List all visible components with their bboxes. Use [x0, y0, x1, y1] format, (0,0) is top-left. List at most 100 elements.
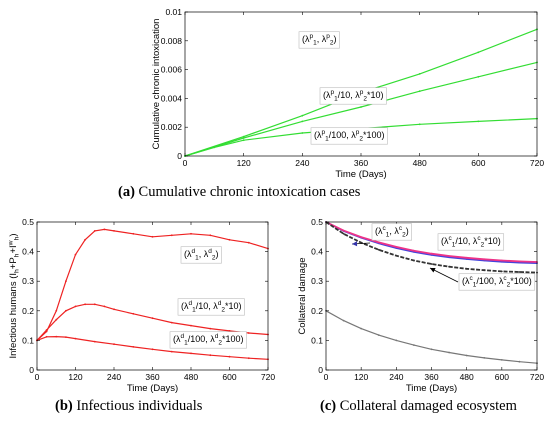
x-tick-label-c: 360 — [424, 372, 438, 382]
data-point-b-3-13 — [247, 357, 250, 360]
data-point-c-2-8 — [465, 256, 468, 259]
y-tick-label-c: 0.1 — [311, 335, 323, 345]
series-label-box-a-2 — [319, 87, 387, 105]
data-point-a-1-4 — [418, 73, 421, 75]
x-tick-label-b: 480 — [184, 372, 198, 382]
data-point-b-1-11 — [170, 234, 173, 237]
data-point-a-3-3 — [301, 132, 304, 134]
data-point-b-1-5 — [84, 238, 86, 241]
data-point-c-4-6 — [430, 348, 433, 351]
data-point-c-2-7 — [448, 255, 450, 257]
y-tick-label-b: 0.3 — [22, 276, 34, 286]
caption-a-letter: (a) — [118, 184, 135, 200]
data-point-b-1-6 — [93, 230, 96, 232]
plot-area-c — [325, 221, 538, 371]
series-label-c-2: (λc1/10, λc2*10) — [441, 235, 501, 248]
caption-b: (b) Infectious individuals — [55, 398, 202, 415]
data-point-c-2-6 — [430, 252, 433, 255]
data-point-c-4-2 — [360, 327, 363, 330]
series-label-box-c-3 — [458, 273, 536, 291]
data-point-b-1-13 — [209, 234, 212, 237]
label-arrow-c-3 — [429, 267, 459, 283]
caption-b-letter: (b) — [55, 398, 73, 414]
series-line-b-1 — [36, 228, 269, 341]
data-point-b-2-11 — [170, 321, 173, 324]
label-arrowhead-c-3 — [430, 268, 436, 273]
data-point-b-2-9 — [132, 312, 135, 315]
x-tick-label-a: 0 — [183, 158, 188, 168]
data-point-c-2-11 — [518, 260, 521, 263]
data-point-b-1-10 — [151, 235, 154, 238]
data-point-b-3-11 — [209, 354, 212, 357]
x-tick-label-a: 360 — [354, 158, 368, 168]
data-point-b-1-14 — [228, 238, 231, 241]
chart-panel-a: 0 120 240 360 480 600 720 0 0.002 0.004 0.006 0.008… — [151, 7, 544, 180]
data-point-b-3-6 — [113, 343, 115, 346]
data-point-b-2-4 — [74, 305, 77, 308]
caption-c: (c) Collateral damaged ecosystem — [320, 398, 517, 415]
data-point-c-4-1 — [342, 319, 345, 322]
x-tick-label-c: 480 — [460, 372, 474, 382]
label-arrowhead-c-1 — [352, 241, 358, 247]
data-point-c-4-9 — [483, 357, 486, 359]
series-label-box-b-3 — [169, 331, 247, 349]
chart-panel-c: 0 120 240 360 480 600 720 0 0.1 0.2 0.3 0.4 0.5 Time … — [297, 217, 544, 394]
x-tick-label-a: 720 — [530, 158, 544, 168]
data-point-c-2-5 — [413, 249, 415, 252]
y-axis-label-c: Collateral damage — [297, 257, 308, 334]
series-label-a-3: (λp1/100, λp2*100) — [314, 129, 384, 142]
series-line-c-1 — [325, 221, 538, 264]
x-tick-label-a: 120 — [237, 158, 251, 168]
caption-a-text: Cumulative chronic intoxication cases — [138, 184, 361, 200]
y-tick-label-a: 0.006 — [161, 65, 183, 75]
caption-c-letter: (c) — [320, 398, 337, 414]
data-point-c-3-7 — [448, 265, 450, 268]
series-label-a-2: (λp1/10, λp2*10) — [323, 89, 383, 102]
data-point-a-1-2 — [301, 114, 304, 117]
data-point-b-2-3 — [65, 309, 67, 312]
y-tick-label-a: 0 — [177, 151, 182, 161]
y-tick-label-c: 0 — [318, 365, 323, 375]
data-point-b-3-3 — [65, 336, 67, 338]
data-point-c-3-8 — [465, 267, 468, 270]
data-point-a-2-1 — [242, 137, 245, 139]
data-point-b-3-12 — [228, 355, 231, 358]
y-tick-label-b: 0 — [29, 365, 34, 375]
y-tick-label-a: 0.002 — [161, 122, 183, 132]
y-tick-label-a: 0.004 — [161, 93, 183, 103]
x-axis-label-c: Time (Days) — [406, 383, 457, 394]
data-point-c-2-4 — [395, 246, 398, 248]
caption-c-text: Collateral damaged ecosystem — [339, 398, 517, 414]
data-point-b-1-2 — [55, 309, 58, 312]
data-point-b-1-3 — [65, 280, 67, 283]
data-point-c-3-4 — [395, 254, 398, 257]
y-tick-label-c: 0.4 — [311, 247, 323, 257]
data-point-c-4-7 — [448, 351, 450, 354]
data-point-b-2-1 — [45, 329, 48, 331]
x-tick-label-c: 600 — [495, 372, 509, 382]
data-point-a-3-1 — [213, 146, 216, 149]
data-point-b-1-12 — [190, 232, 192, 235]
x-tick-label-a: 600 — [471, 158, 485, 168]
data-point-a-3-2 — [242, 139, 245, 142]
data-point-b-3-8 — [151, 348, 154, 351]
data-point-c-4-10 — [500, 359, 503, 361]
data-point-b-2-10 — [151, 317, 154, 320]
y-tick-label-c: 0.5 — [311, 217, 323, 227]
series-label-c-3: (λc1/100, λc2*100) — [462, 275, 532, 288]
series-label-box-c-1 — [371, 223, 413, 241]
data-point-b-3-7 — [132, 346, 135, 348]
y-tick-label-a: 0.01 — [165, 7, 182, 17]
y-tick-label-c: 0.3 — [311, 276, 323, 286]
y-axis-label-b: Infectious humans (Ih+Ph+Iwh) — [8, 233, 21, 358]
x-tick-label-b: 720 — [261, 372, 275, 382]
series-line-c-4 — [325, 310, 538, 364]
data-point-b-2-14 — [228, 330, 231, 332]
series-label-box-a-3 — [310, 127, 388, 145]
data-point-c-3-3 — [377, 248, 380, 251]
y-tick-label-b: 0.2 — [22, 306, 34, 316]
data-point-a-3-6 — [477, 120, 480, 123]
data-point-a-2-3 — [360, 106, 362, 108]
data-point-c-3-6 — [430, 263, 433, 265]
